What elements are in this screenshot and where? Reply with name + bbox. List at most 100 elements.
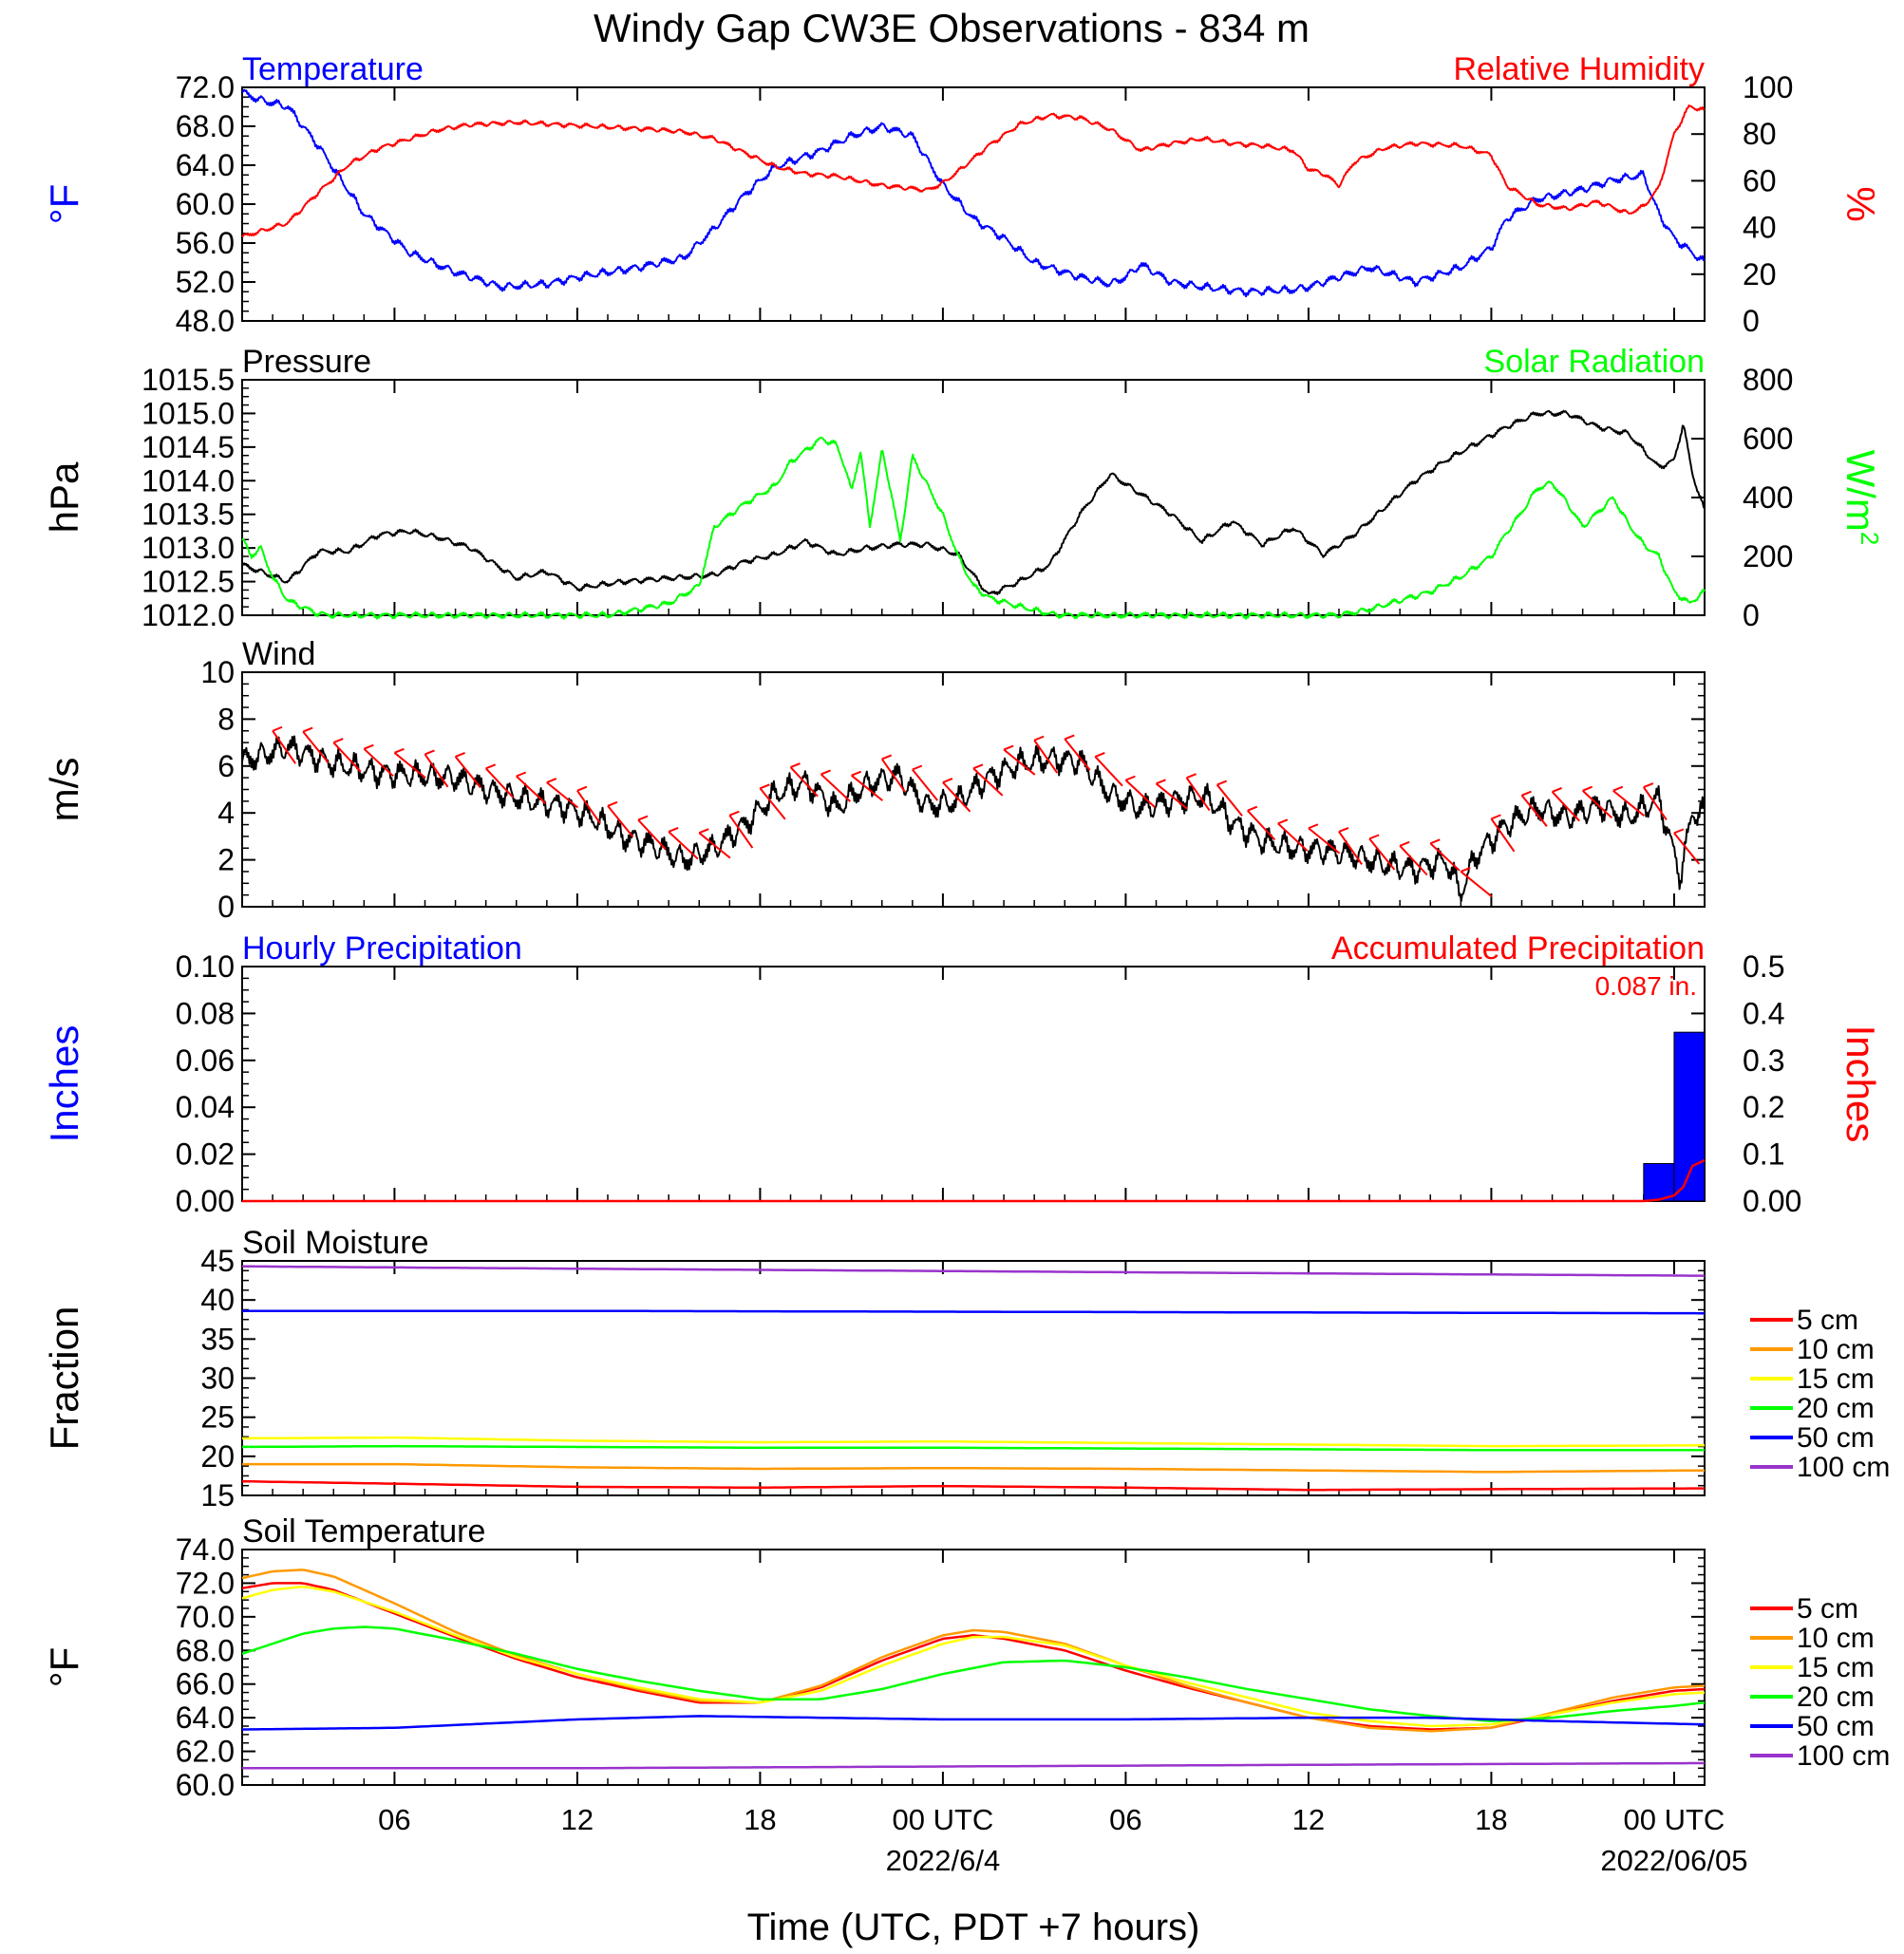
legend-label: 5 cm	[1797, 1593, 1858, 1625]
y-right-tick-label: 400	[1743, 480, 1793, 515]
wind-barb-flag	[760, 783, 770, 790]
panel-left-title: Wind	[242, 636, 315, 672]
series-depth_50cm	[242, 1309, 1705, 1315]
wind-barb-flag	[1612, 785, 1624, 792]
wind-barb	[272, 730, 296, 764]
y-right-tick-label: 0	[1743, 304, 1760, 338]
wind-barb	[637, 818, 667, 851]
wind-barb	[546, 781, 579, 809]
panel-right-title: Accumulated Precipitation	[1331, 930, 1705, 967]
y-right-tick-label: 0.5	[1743, 949, 1784, 984]
wind-barb-flag	[1186, 773, 1197, 780]
wind-barb-flag	[668, 827, 679, 833]
wind-barb-flag	[302, 726, 313, 733]
y-left-tick-label: 52.0	[176, 265, 235, 299]
wind-barb	[1551, 791, 1580, 822]
legend-label: 5 cm	[1797, 1305, 1858, 1336]
series-depth_100cm	[242, 1761, 1705, 1770]
series-temperature	[241, 88, 1706, 298]
y-right-tick-label: 0.00	[1743, 1184, 1801, 1218]
y-left-tick-label: 1015.5	[141, 363, 235, 397]
y-left-tick-label: 64.0	[176, 148, 235, 182]
wind-barb-flag	[972, 763, 984, 770]
x-tick-label: 06	[1109, 1803, 1141, 1836]
y-left-tick-label: 1015.0	[141, 396, 235, 430]
y-left-axis-label: Inches	[42, 1025, 86, 1143]
wind-barb-flag	[455, 751, 465, 758]
y-left-tick-label: 0.08	[176, 996, 235, 1030]
y-left-tick-label: 66.0	[176, 1667, 235, 1701]
wind-barb	[302, 730, 330, 763]
y-left-tick-label: 1013.5	[141, 498, 235, 532]
y-right-tick-label: 0.3	[1743, 1043, 1784, 1078]
y-left-tick-label: 20	[200, 1439, 235, 1474]
wind-barb	[1643, 786, 1668, 821]
wind-barb-flag	[272, 725, 283, 732]
legend-label: 15 cm	[1797, 1652, 1875, 1683]
wind-barb	[820, 773, 851, 802]
plot-frame	[241, 671, 1706, 908]
legend-label: 10 cm	[1797, 1623, 1875, 1654]
wind-barb-flag	[637, 815, 649, 821]
y-right-tick-label: 80	[1743, 117, 1777, 151]
panel-precip: 0.00 0.02 0.04 0.06 0.08 0.10 0.00 0.1 0.2 0.3 0.4…	[42, 930, 1883, 1218]
wind-barb-flag	[1399, 840, 1410, 847]
wind-barb	[1399, 845, 1428, 876]
panel-temp_rh: 48.0 52.0 56.0 60.0 64.0 68.0 72.0 0 20 40 60 80 100…	[42, 51, 1883, 338]
series-depth_100cm	[242, 1265, 1705, 1277]
wind-barb	[332, 742, 362, 773]
wind-barb	[516, 775, 547, 804]
hourly-precip-bar	[1643, 1162, 1675, 1202]
wind-barb	[607, 805, 634, 838]
y-left-tick-label: 56.0	[176, 226, 235, 260]
wind-barb-flag	[1643, 782, 1654, 788]
panel-right-title: Relative Humidity	[1453, 51, 1705, 87]
wind-barb	[728, 815, 754, 849]
y-right-axis-label: %	[1838, 186, 1883, 221]
accumulated-total-label: 0.087 in.	[1595, 971, 1697, 1001]
y-left-tick-label: 25	[200, 1400, 235, 1435]
wind-barb	[1308, 827, 1341, 855]
y-left-tick-label: 40	[200, 1283, 235, 1317]
y-left-axis-label: hPa	[42, 461, 86, 533]
wind-barb	[1673, 832, 1701, 865]
y-left-tick-label: 4	[217, 796, 235, 830]
wind-barb-flag	[1582, 785, 1593, 792]
series-wind	[241, 735, 1706, 902]
wind-barb	[880, 758, 906, 793]
wind-barb	[1429, 842, 1461, 872]
y-left-tick-label: 1014.5	[141, 430, 235, 464]
y-right-tick-label: 0	[1743, 598, 1760, 632]
plot-frame	[241, 86, 1706, 322]
wind-barb-flag	[516, 771, 527, 778]
y-left-tick-label: 0.06	[176, 1043, 235, 1078]
wind-barb	[1277, 822, 1309, 852]
wind-barb	[759, 787, 786, 820]
wind-barb	[484, 767, 515, 799]
y-left-tick-label: 60.0	[176, 187, 235, 221]
wind-barb	[1460, 871, 1493, 898]
wind-barb	[1124, 779, 1156, 808]
panel-left-title: Soil Moisture	[242, 1225, 429, 1261]
accumulated-precip-line	[242, 1158, 1706, 1203]
legend-label: 10 cm	[1797, 1334, 1875, 1365]
wind-barb	[698, 832, 731, 859]
series-depth_20cm	[241, 1444, 1705, 1452]
series-depth_10cm	[241, 1569, 1706, 1733]
wind-barb-flag	[1491, 814, 1501, 820]
y-right-tick-label: 200	[1743, 539, 1793, 573]
x-tick-label: 00 UTC	[1624, 1803, 1725, 1836]
y-left-tick-label: 1014.0	[141, 463, 235, 498]
wind-barb-flag	[363, 743, 374, 750]
time-axis: 06 12 18 00 UTC 06 12 18 00 UTC 2022/6/4 2022/06/…	[378, 1803, 1747, 1877]
x-axis-label: Time (UTC, PDT +7 hours)	[747, 1907, 1200, 1948]
wind-barb-flag	[1552, 787, 1562, 793]
series-depth_20cm	[241, 1625, 1706, 1722]
wind-barb	[1003, 748, 1036, 776]
wind-barb	[363, 747, 394, 778]
date-label: 2022/6/4	[886, 1844, 1001, 1877]
x-tick-label: 18	[744, 1803, 776, 1836]
panel-wind: 0 2 4 6 8 10 Wind m/s	[42, 636, 1706, 924]
wind-barb	[912, 768, 939, 801]
